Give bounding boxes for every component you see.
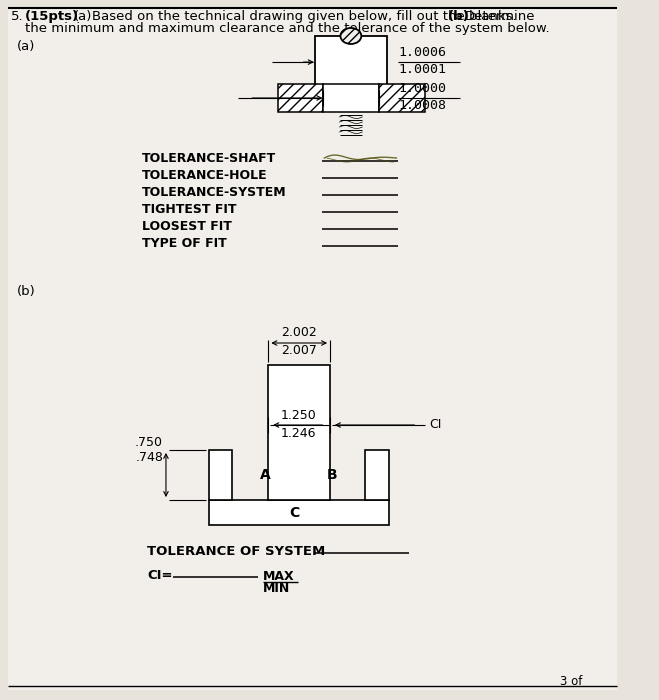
Text: 1.0000: 1.0000 [398,82,446,95]
Text: Based on the technical drawing given below, fill out the blanks.: Based on the technical drawing given bel… [92,10,517,23]
Text: TOLERANCE-HOLE: TOLERANCE-HOLE [142,169,268,182]
Text: 3 of: 3 of [559,675,582,688]
Text: TOLERANCE OF SYSTEM: TOLERANCE OF SYSTEM [147,545,326,558]
Text: B: B [327,468,337,482]
Bar [324,84,380,112]
Text: 1.0001: 1.0001 [398,63,446,76]
Text: (a): (a) [17,40,36,53]
Text: TOLERANCE-SYSTEM: TOLERANCE-SYSTEM [142,186,287,199]
Text: C: C [289,506,299,520]
Text: .750: .750 [135,436,163,449]
Text: (a): (a) [74,10,92,23]
Text: MIN: MIN [263,582,290,595]
Text: 2.007: 2.007 [281,344,317,357]
Text: LOOSEST FIT: LOOSEST FIT [142,220,232,233]
Bar [268,365,330,500]
Text: (b): (b) [447,10,469,23]
Text: TOLERANCE-SHAFT: TOLERANCE-SHAFT [142,152,277,165]
Bar [278,84,324,112]
Bar [380,84,425,112]
Text: 1.0008: 1.0008 [398,99,446,112]
Text: A: A [260,468,271,482]
Text: .748: .748 [135,451,163,464]
Text: 2.002: 2.002 [281,326,316,339]
Ellipse shape [341,28,361,44]
Bar [209,500,389,525]
Text: TYPE OF FIT: TYPE OF FIT [142,237,227,250]
Text: 1.246: 1.246 [281,427,316,440]
Text: (15pts): (15pts) [24,10,79,23]
Text: CI: CI [430,419,442,431]
Text: 1.250: 1.250 [281,409,316,422]
Text: TIGHTEST FIT: TIGHTEST FIT [142,203,237,216]
Text: Determine: Determine [465,10,535,23]
Text: (b): (b) [17,285,36,298]
Bar [365,450,389,500]
Text: the minimum and maximum clearance and the tolerance of the system below.: the minimum and maximum clearance and th… [24,22,550,35]
Text: 5.: 5. [11,10,24,23]
Bar [315,36,387,94]
Bar [209,450,233,500]
Text: CI=: CI= [147,569,173,582]
Text: MAX: MAX [263,570,295,583]
Text: 1.0006: 1.0006 [398,46,446,59]
